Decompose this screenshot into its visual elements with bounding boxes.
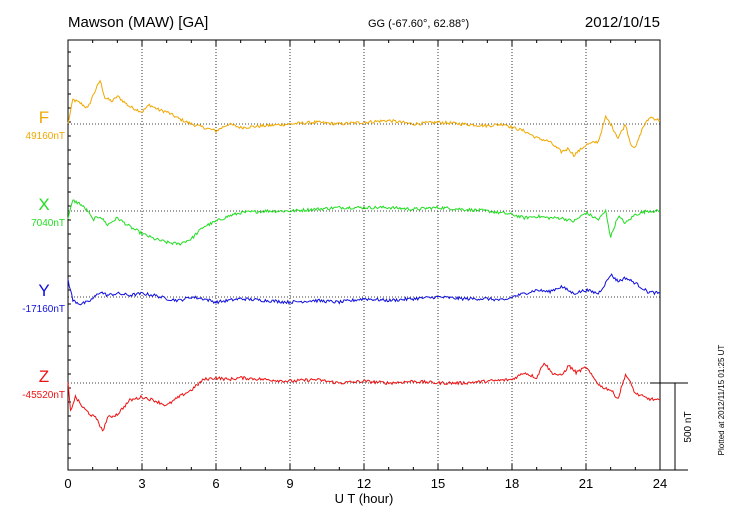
x-axis-label: U T (hour) [335,491,394,506]
series-name-x: X [38,195,49,214]
x-tick-label: 0 [64,476,71,491]
series-line-x [67,199,661,246]
x-tick-label: 18 [505,476,519,491]
plotted-at-note: Plotted at 2012/11/15 01:25 UT [717,345,726,456]
x-tick-label: 9 [286,476,293,491]
baseline-label-z: -45520nT [22,390,65,401]
series-name-y: Y [38,281,49,300]
series-line-y [67,273,661,306]
x-tick-label: 15 [431,476,445,491]
series-line-f [67,79,661,158]
x-tick-label: 24 [653,476,667,491]
station-coordinates: GG (-67.60°, 62.88°) [368,18,469,30]
x-tick-label: 6 [212,476,219,491]
baseline-label-x: 7040nT [31,218,65,229]
axis-ticks: 0 3 6 9 12 15 18 21 24 [64,40,667,491]
baseline-label-f: 49160nT [26,131,65,142]
scale-bar-label: 500 nT [683,411,694,442]
date-label: 2012/10/15 [585,14,660,31]
station-title: Mawson (MAW) [GA] [68,14,208,31]
x-tick-label: 12 [357,476,371,491]
baseline-label-y: -17160nT [22,304,65,315]
scale-bar: 500 nT [650,382,694,471]
series-labels: F 49160nT X 7040nT Y -17160nT Z -45520nT [22,108,65,401]
series-group [67,79,661,432]
x-tick-label: 21 [579,476,593,491]
series-name-f: F [39,108,49,127]
plot-frame [67,39,661,471]
series-name-z: Z [39,367,49,386]
series-line-z [67,362,661,432]
x-tick-label: 3 [138,476,145,491]
grid-lines [68,40,660,470]
